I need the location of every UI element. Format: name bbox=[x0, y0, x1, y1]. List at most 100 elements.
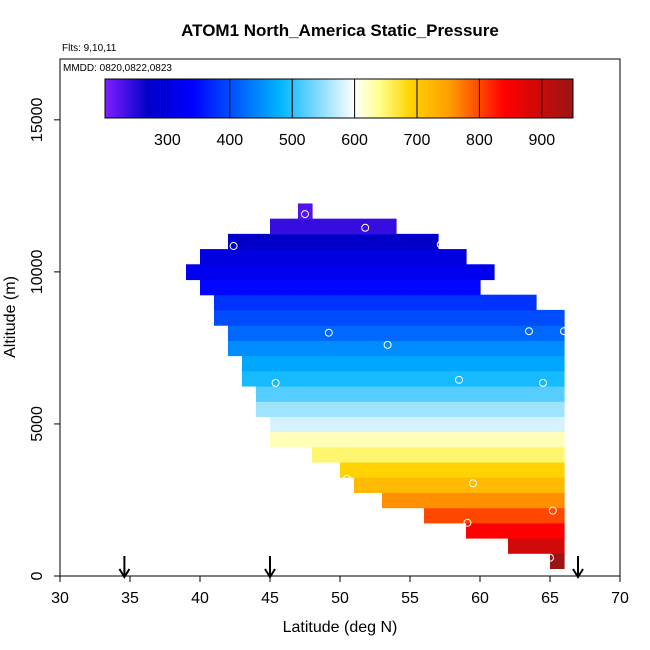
heatmap-cell bbox=[382, 477, 397, 493]
heatmap-cell bbox=[228, 294, 243, 311]
heatmap-cell bbox=[452, 461, 467, 478]
heatmap-cell bbox=[522, 385, 537, 402]
heatmap-cell bbox=[284, 416, 299, 433]
heatmap-cell bbox=[382, 401, 397, 417]
heatmap-cell bbox=[228, 233, 243, 250]
heatmap-cell bbox=[466, 401, 481, 417]
heatmap-cell bbox=[466, 522, 481, 539]
heatmap-cell bbox=[410, 401, 425, 417]
heatmap-cell bbox=[354, 431, 369, 448]
heatmap-cell bbox=[424, 294, 439, 311]
heatmap-cell bbox=[354, 309, 369, 326]
heatmap-cell bbox=[410, 249, 425, 265]
heatmap-cell bbox=[256, 325, 271, 341]
heatmap-cell bbox=[494, 477, 509, 493]
flights-label: Flts: 9,10,11 bbox=[62, 43, 117, 54]
heatmap-cell bbox=[340, 309, 355, 326]
heatmap-cell bbox=[298, 340, 313, 357]
heatmap-cell bbox=[396, 264, 411, 281]
heatmap-cell bbox=[494, 309, 509, 326]
heatmap-cell bbox=[494, 325, 509, 341]
heatmap-cell bbox=[508, 325, 523, 341]
heatmap-cell bbox=[480, 492, 495, 509]
x-tick-label: 60 bbox=[471, 590, 489, 607]
heatmap-cell bbox=[438, 431, 453, 448]
heatmap-cell bbox=[270, 401, 285, 417]
heatmap-cell bbox=[438, 249, 453, 265]
heatmap-cell bbox=[396, 309, 411, 326]
heatmap-cell bbox=[522, 416, 537, 433]
heatmap-cell bbox=[312, 264, 327, 281]
heatmap-cell bbox=[452, 416, 467, 433]
heatmap-cell bbox=[326, 416, 341, 433]
heatmap-cell bbox=[298, 218, 313, 235]
heatmap-cell bbox=[494, 416, 509, 433]
heatmap-cell bbox=[368, 340, 383, 357]
heatmap-cell bbox=[410, 309, 425, 326]
heatmap-cell bbox=[298, 233, 313, 250]
heatmap-cell bbox=[312, 385, 327, 402]
heatmap-cell bbox=[214, 279, 229, 296]
heatmap-cell bbox=[354, 477, 369, 493]
heatmap-cell bbox=[550, 431, 565, 448]
heatmap-cell bbox=[396, 325, 411, 341]
heatmap-cell bbox=[452, 477, 467, 493]
heatmap-cell bbox=[494, 446, 509, 463]
heatmap-cell bbox=[396, 370, 411, 387]
heatmap-cell bbox=[368, 461, 383, 478]
heatmap-cell bbox=[298, 385, 313, 402]
heatmap-cell bbox=[312, 325, 327, 341]
heatmap-cell bbox=[508, 537, 523, 554]
heatmap-cell bbox=[228, 249, 243, 265]
heatmap-cell bbox=[396, 385, 411, 402]
heatmap-cell bbox=[228, 340, 243, 357]
heatmap-cell bbox=[452, 249, 467, 265]
colorbar-ticks: 300 400 500 600 700 800 900 bbox=[154, 79, 555, 149]
heatmap-cell bbox=[396, 340, 411, 357]
heatmap-cell bbox=[242, 279, 257, 296]
heatmap-cell bbox=[354, 355, 369, 372]
heatmap-cell bbox=[424, 401, 439, 417]
heatmap-cell bbox=[508, 461, 523, 478]
heatmap-cell bbox=[536, 385, 551, 402]
heatmap-cell bbox=[452, 431, 467, 448]
heatmap-cell bbox=[466, 264, 481, 281]
heatmap-cell bbox=[242, 294, 257, 311]
heatmap-cell bbox=[410, 340, 425, 357]
heatmap-cell bbox=[424, 507, 439, 524]
heatmap-cell bbox=[480, 370, 495, 387]
heatmap-cell bbox=[256, 401, 271, 417]
heatmap-cell bbox=[550, 461, 565, 478]
heatmap-cell bbox=[438, 355, 453, 372]
heatmap-cell bbox=[368, 233, 383, 250]
heatmap-cell bbox=[410, 461, 425, 478]
heatmap-cell bbox=[424, 340, 439, 357]
heatmap-cell bbox=[452, 325, 467, 341]
heatmap-cell bbox=[452, 355, 467, 372]
heatmap-cell bbox=[354, 461, 369, 478]
heatmap-cell bbox=[340, 264, 355, 281]
heatmap-cell bbox=[228, 279, 243, 296]
colorbar-tick-label: 800 bbox=[466, 132, 493, 149]
heatmap-cell bbox=[536, 340, 551, 357]
heatmap-cell bbox=[410, 370, 425, 387]
heatmap-cell bbox=[354, 279, 369, 296]
heatmap-cell bbox=[424, 370, 439, 387]
heatmap-cell bbox=[424, 279, 439, 296]
flight-point bbox=[463, 518, 472, 527]
heatmap-cell bbox=[214, 249, 229, 265]
heatmap-cell bbox=[480, 340, 495, 357]
heatmap-cell bbox=[480, 309, 495, 326]
flight-point bbox=[182, 280, 190, 289]
heatmap-cell bbox=[536, 522, 551, 539]
heatmap-cell bbox=[312, 340, 327, 357]
heatmap-cell bbox=[214, 264, 229, 281]
heatmap-cell bbox=[466, 355, 481, 372]
heatmap-cell bbox=[312, 279, 327, 296]
down-arrow-icon bbox=[264, 556, 276, 579]
heatmap-cell bbox=[438, 340, 453, 357]
heatmap-cell bbox=[340, 294, 355, 311]
heatmap-cell bbox=[326, 340, 341, 357]
heatmap-cell bbox=[270, 309, 285, 326]
